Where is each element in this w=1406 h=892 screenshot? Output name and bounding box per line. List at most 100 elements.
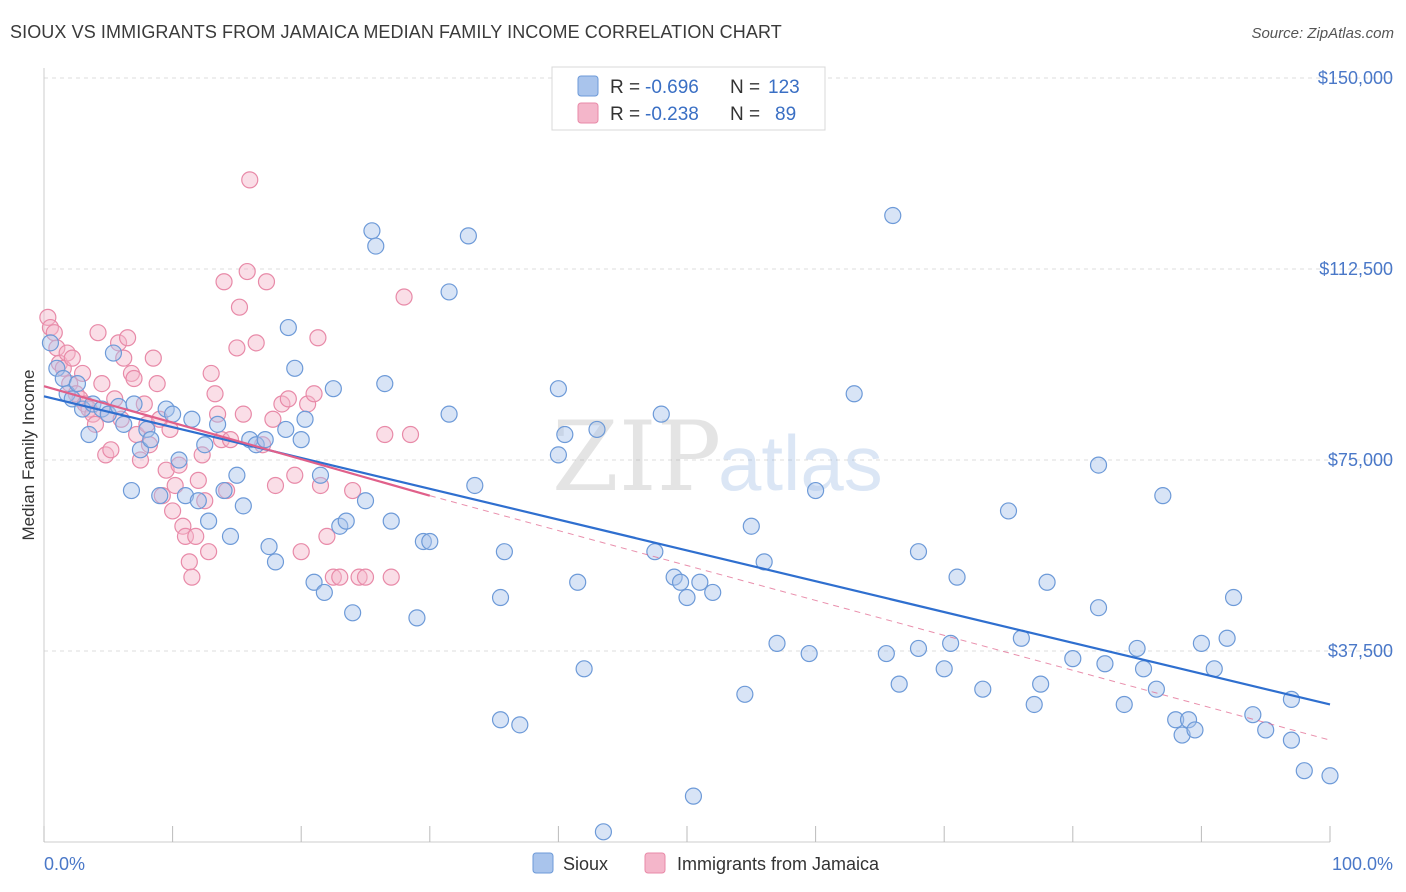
legend-swatch-sioux — [577, 75, 599, 97]
sioux-point-62 — [491, 588, 510, 607]
sioux-point-84 — [768, 634, 786, 652]
sioux-point-36 — [260, 537, 278, 556]
jamaica-point-47 — [189, 471, 207, 489]
sioux-point-87 — [845, 385, 863, 403]
y-tick-label-3: $150,000 — [1318, 68, 1393, 88]
sioux-point-93 — [935, 660, 953, 678]
sioux-point-124 — [1321, 767, 1339, 785]
chart-title: SIOUX VS IMMIGRANTS FROM JAMAICA MEDIAN … — [10, 22, 782, 42]
sioux-point-48 — [337, 512, 355, 530]
sioux-point-74 — [652, 405, 670, 423]
sioux-point-11 — [104, 344, 123, 362]
sioux-point-110 — [1154, 487, 1172, 505]
bottom-legend-jamaica: Immigrants from Jamaica — [677, 854, 880, 874]
sioux-point-27 — [200, 512, 218, 530]
jamaica-point-71 — [292, 543, 310, 561]
jamaica-point-75 — [311, 476, 330, 495]
jamaica-point-18 — [97, 446, 115, 464]
sioux-point-58 — [440, 405, 458, 423]
sioux-point-119 — [1244, 706, 1262, 724]
sioux-points — [41, 206, 1339, 841]
axes — [43, 68, 1331, 843]
sioux-point-45 — [315, 583, 333, 602]
x-tick-labels: 0.0% 100.0% — [44, 854, 1393, 874]
jamaica-point-58 — [228, 339, 246, 357]
sioux-point-106 — [1115, 695, 1133, 714]
sioux-point-82 — [742, 517, 760, 535]
sioux-point-89 — [884, 206, 902, 225]
sioux-point-72 — [594, 823, 613, 841]
sioux-point-41 — [292, 431, 310, 449]
sioux-point-50 — [356, 492, 375, 510]
sioux-point-19 — [151, 487, 169, 505]
sioux-point-56 — [414, 532, 432, 551]
jamaica-points — [39, 171, 420, 586]
sioux-point-21 — [164, 405, 182, 423]
sioux-point-46 — [324, 380, 342, 398]
sioux-point-22 — [170, 451, 188, 469]
sioux-point-90 — [890, 675, 908, 693]
jamaica-point-62 — [241, 171, 259, 189]
jamaica-trend-line — [43, 385, 431, 497]
sioux-point-66 — [549, 380, 568, 398]
sioux-point-1 — [48, 359, 66, 377]
sioux-point-114 — [1186, 721, 1204, 739]
jamaica-point-65 — [257, 273, 276, 291]
sioux-point-101 — [1038, 573, 1056, 591]
jamaica-point-39 — [164, 502, 182, 520]
sioux-point-51 — [363, 222, 381, 240]
sioux-point-32 — [234, 497, 252, 515]
y-tick-labels: $37,500 $75,000 $112,500 $150,000 — [1318, 68, 1393, 661]
sioux-point-79 — [691, 573, 709, 591]
sioux-point-92 — [909, 639, 928, 658]
jamaica-point-8 — [63, 349, 81, 367]
sioux-point-28 — [209, 415, 227, 433]
jamaica-point-46 — [187, 527, 205, 546]
sioux-point-65 — [511, 716, 529, 734]
jamaica-trend-extension — [429, 495, 1331, 741]
watermark-zip: ZIP — [552, 401, 721, 513]
sioux-point-104 — [1089, 599, 1108, 617]
legend-n-label-2: N = — [730, 104, 760, 125]
jamaica-point-16 — [89, 324, 107, 342]
sioux-point-13 — [115, 415, 133, 433]
jamaica-point-20 — [102, 441, 120, 459]
jamaica-point-67 — [266, 476, 285, 495]
sioux-point-37 — [266, 553, 285, 571]
sioux-point-55 — [408, 609, 426, 627]
y-tick-label-1: $75,000 — [1328, 450, 1393, 470]
jamaica-point-45 — [183, 568, 201, 586]
sioux-point-30 — [221, 527, 240, 546]
sioux-point-122 — [1282, 731, 1301, 749]
sioux-point-107 — [1128, 639, 1146, 658]
sioux-point-68 — [556, 425, 574, 444]
sioux-point-24 — [183, 410, 201, 428]
sioux-point-118 — [1224, 588, 1243, 607]
jamaica-point-74 — [309, 329, 327, 347]
sioux-point-44 — [311, 466, 330, 484]
sioux-point-59 — [440, 283, 458, 301]
jamaica-point-44 — [180, 553, 198, 571]
jamaica-point-25 — [118, 329, 137, 347]
sioux-point-97 — [999, 502, 1018, 520]
jamaica-point-85 — [401, 425, 420, 444]
legend-box: R = -0.696 N = 123 R = -0.238 N = 89 — [551, 66, 826, 131]
y-tick-label-2: $112,500 — [1319, 259, 1393, 279]
sioux-point-76 — [671, 573, 690, 591]
jamaica-point-77 — [324, 568, 342, 586]
sioux-point-103 — [1089, 456, 1108, 474]
jamaica-point-49 — [196, 492, 214, 510]
sioux-point-67 — [549, 446, 568, 464]
jamaica-point-29 — [131, 451, 150, 469]
sioux-point-39 — [279, 318, 297, 337]
sioux-point-105 — [1096, 655, 1114, 673]
legend-n-value-1: 123 — [768, 77, 800, 98]
legend-r-value-2: -0.238 — [645, 104, 699, 125]
gridlines — [44, 77, 1395, 652]
jamaica-point-84 — [395, 288, 413, 306]
jamaica-point-40 — [166, 476, 184, 495]
legend-n-value-2: 89 — [775, 104, 796, 125]
sioux-point-95 — [948, 568, 966, 586]
sioux-point-120 — [1257, 721, 1275, 739]
